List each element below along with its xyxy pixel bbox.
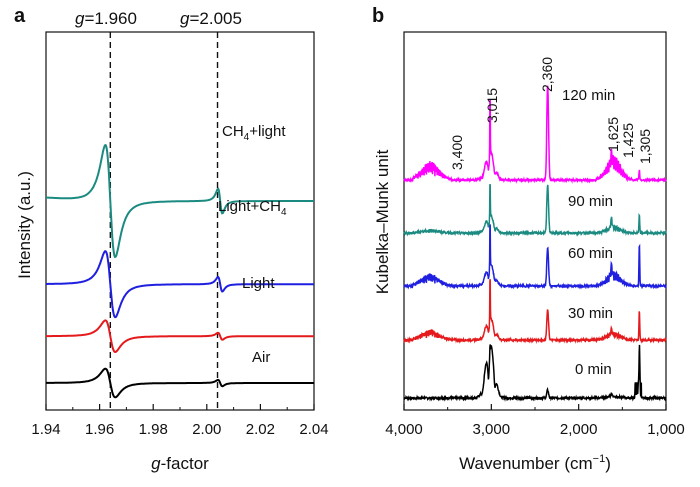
series-line-light — [46, 319, 314, 354]
panel-b-xlabel-main: Wavenumber (cm — [459, 454, 593, 473]
series-label-90-min: 90 min — [568, 193, 613, 210]
panel-b-series — [403, 85, 667, 402]
series-line-60-min — [403, 224, 667, 290]
panel-b-xlabel-sup: −1 — [593, 453, 606, 465]
refline-label-2-value: =2.005 — [189, 9, 241, 28]
panel-letter-b: b — [372, 5, 384, 27]
panel-a-xtick-label: 1.98 — [139, 421, 168, 438]
series-line-30-min — [403, 279, 667, 344]
panel-a-chart: 1.94 1.96 1.98 2.00 2.02 2.04 g=1.960 g=2.005… — [15, 9, 329, 473]
series-line-ch4-light — [46, 143, 314, 259]
panel-a-xtick-label: 2.02 — [246, 421, 275, 438]
panel-b-frame — [403, 31, 667, 411]
refline-label-1-value: =1.960 — [84, 9, 136, 28]
panel-a-xlabel: g-factor — [151, 454, 209, 473]
panel-a-xtick-label: 1.96 — [85, 421, 114, 438]
refline-label-1: g=1.960 — [75, 9, 137, 28]
panel-a-x-ticks: 1.94 1.96 1.98 2.00 2.02 2.04 — [31, 404, 329, 438]
peak-label: 1,625 — [605, 117, 621, 152]
series-line-120-min — [403, 85, 667, 184]
series-label-ch4-light-sub: 4 — [244, 132, 250, 143]
panel-a-frame — [45, 31, 315, 411]
series-label-ch4-light-part1: CH — [222, 123, 244, 140]
panel-b-xtick-label: 3,000 — [473, 421, 511, 438]
series-line-90-min — [403, 183, 667, 237]
panel-a-xtick-label: 1.94 — [31, 421, 60, 438]
panel-a-xtick-label: 2.00 — [192, 421, 221, 438]
panel-a-xlabel-g: g — [151, 454, 161, 473]
series-label-light: Light — [242, 275, 275, 292]
peak-label: 1,425 — [620, 123, 636, 158]
series-label-120-min: 120 min — [562, 87, 615, 104]
series-label-air: Air — [252, 349, 270, 366]
refline-label-2-g: g — [180, 9, 190, 28]
series-label-light-ch4: Light+CH4 — [218, 198, 287, 218]
panel-letter-a: a — [14, 5, 26, 27]
series-label-light-ch4-sub: 4 — [281, 207, 287, 218]
panel-b-ylabel: Kubelka–Munk unit — [373, 149, 392, 294]
panel-a-xlabel-rest: -factor — [161, 454, 210, 473]
panel-b-xlabel-close: ) — [605, 454, 611, 473]
panel-b-xtick-label: 2,000 — [560, 421, 598, 438]
refline-label-2: g=2.005 — [180, 9, 242, 28]
panel-b-xlabel: Wavenumber (cm−1) — [459, 453, 611, 473]
peak-label: 3,400 — [449, 135, 465, 170]
panel-b-xtick-label: 4,000 — [385, 421, 423, 438]
series-label-ch4-light-part3: +light — [249, 123, 286, 140]
series-line-air — [46, 367, 314, 399]
panel-b-chart: 4,000 3,000 2,000 1,000 3,400 3,015 2,360 1,62… — [373, 31, 685, 473]
series-label-light-ch4-part1: Light+CH — [218, 198, 281, 215]
series-line-0-min — [403, 344, 667, 402]
panel-a-series — [46, 143, 314, 399]
series-label-ch4-light: CH4+light — [222, 123, 286, 143]
peak-label: 3,015 — [484, 88, 500, 123]
panel-a-ylabel: Intensity (a.u.) — [15, 171, 34, 279]
series-label-0-min: 0 min — [575, 361, 612, 378]
peak-label: 1,305 — [637, 129, 653, 164]
panel-a-xtick-label: 2.04 — [299, 421, 328, 438]
series-line-light-ch4 — [46, 250, 314, 319]
panel-b-xtick-label: 1,000 — [647, 421, 685, 438]
peak-label: 2,360 — [539, 57, 555, 92]
series-label-60-min: 60 min — [568, 245, 613, 262]
panel-b-x-ticks: 4,000 3,000 2,000 1,000 — [385, 404, 685, 438]
panel-b-peak-labels: 3,400 3,015 2,360 1,625 1,425 1,305 — [449, 57, 653, 170]
refline-label-1-g: g — [75, 9, 85, 28]
panel-b-series-labels: 0 min 30 min 60 min 90 min 120 min — [562, 87, 615, 378]
series-label-30-min: 30 min — [568, 305, 613, 322]
panel-a-reference-lines — [109, 32, 219, 410]
